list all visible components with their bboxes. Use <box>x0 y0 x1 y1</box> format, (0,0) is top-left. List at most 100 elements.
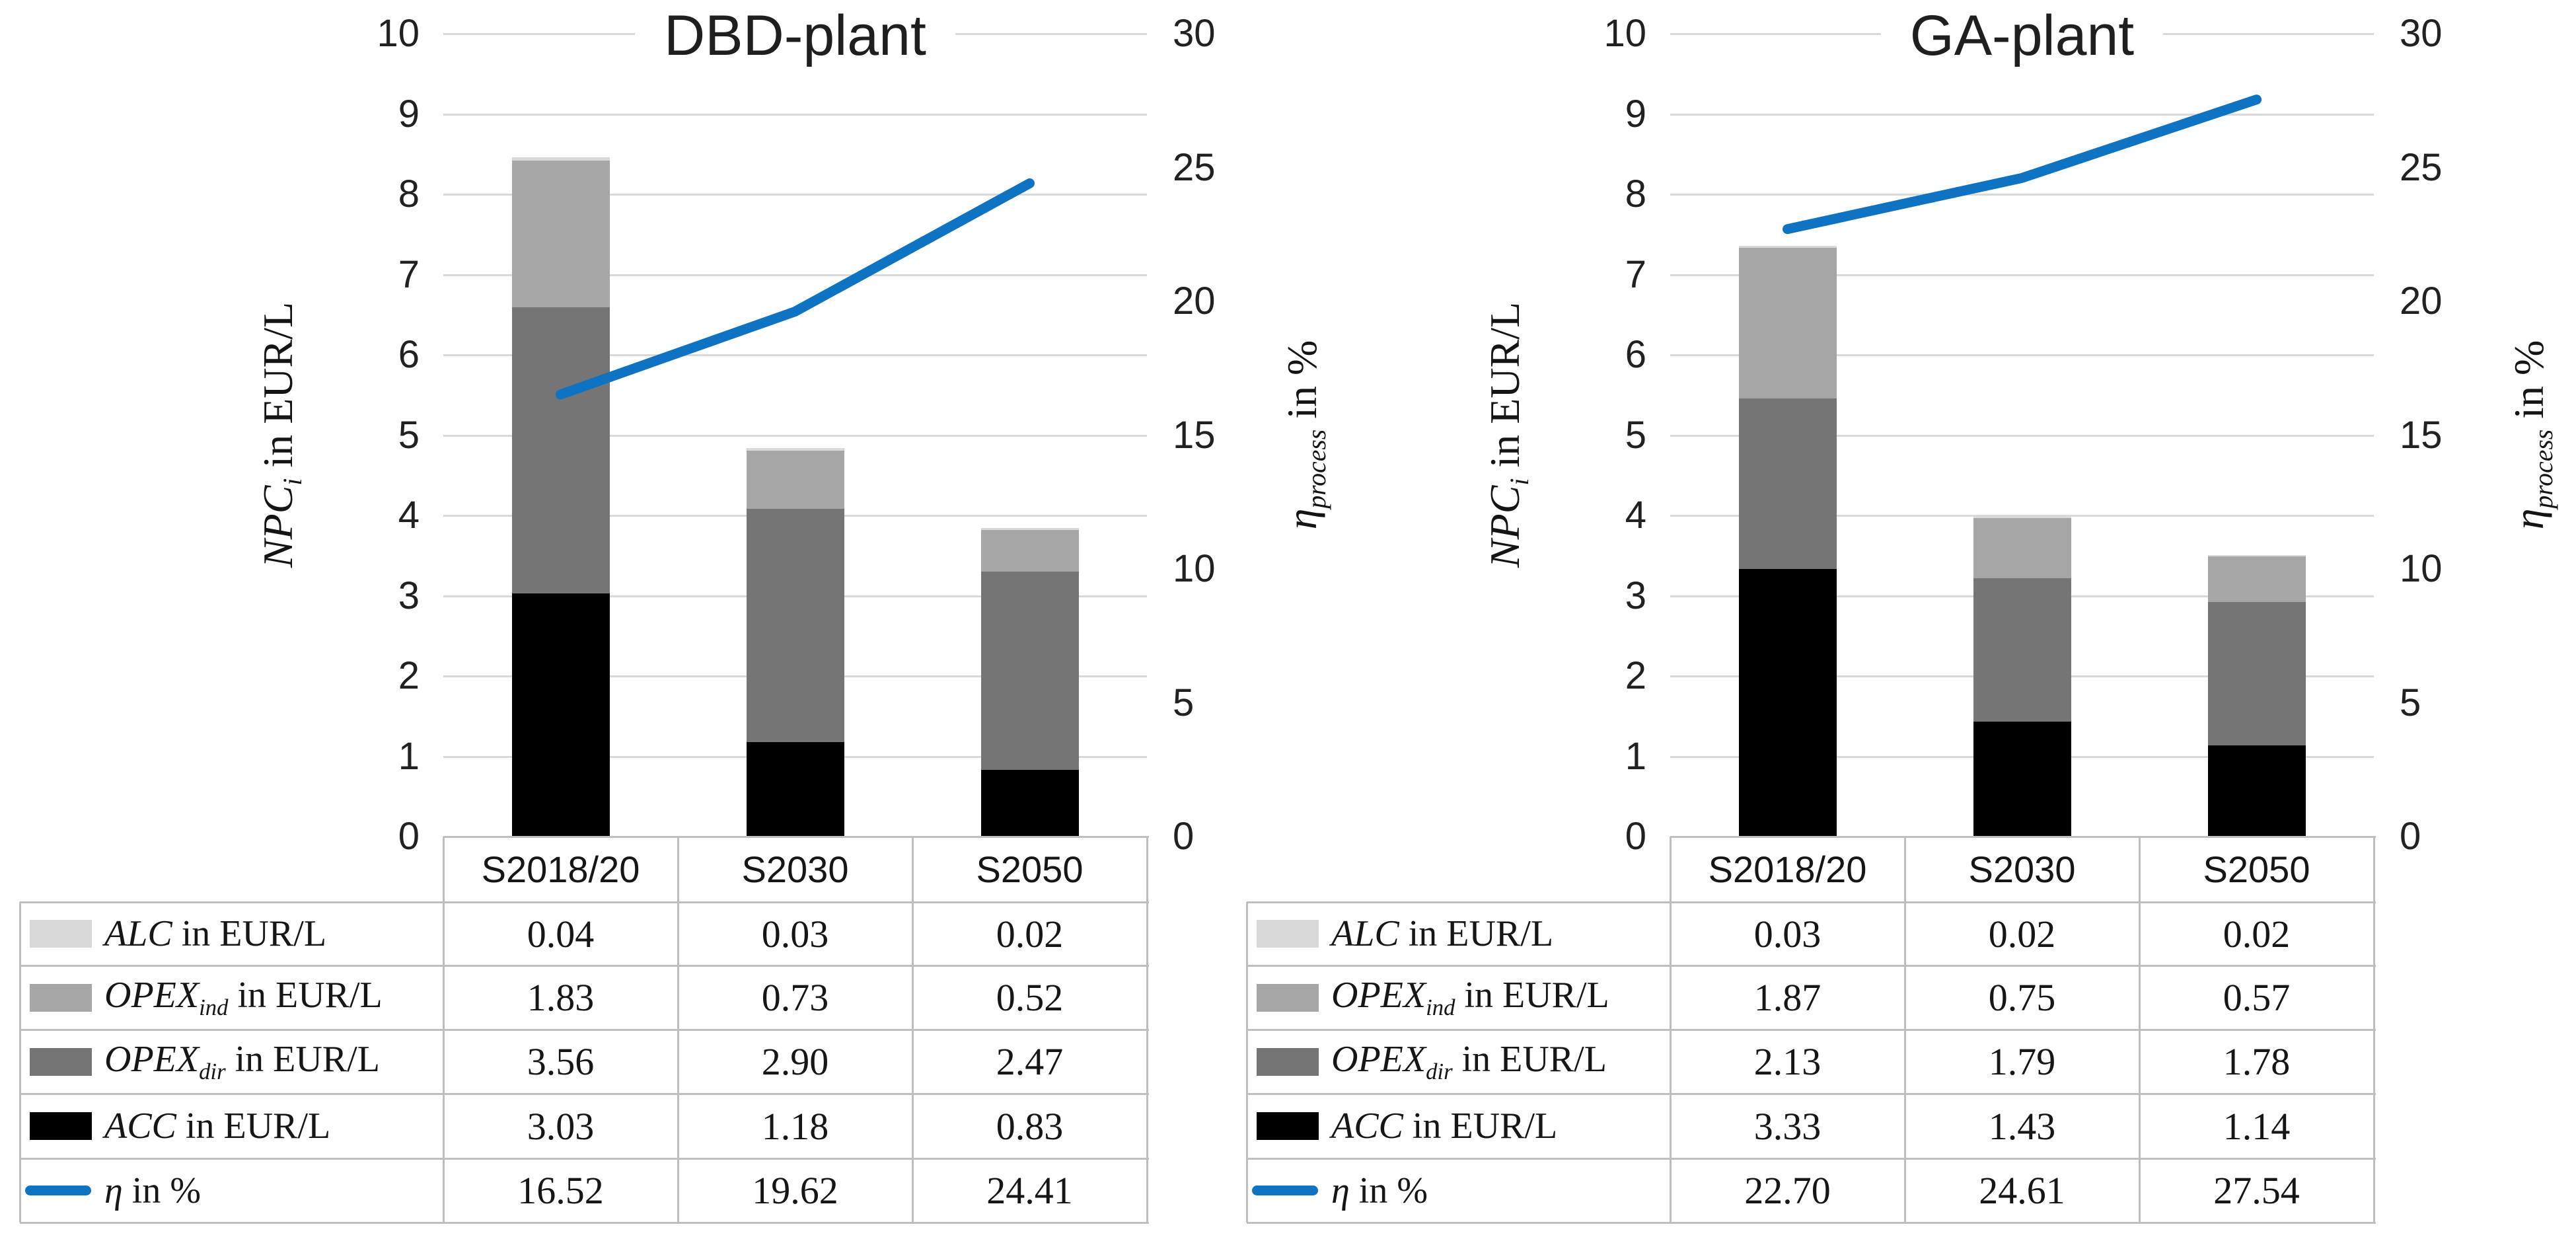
table-value-cell: 0.75 <box>1988 976 2056 1019</box>
bar-segment-OPEX_dir-S2018/20 <box>1738 398 1837 570</box>
bar-segment-ALC-S2018/20 <box>1738 245 1837 248</box>
legend-swatch-OPEX_dir <box>30 1047 92 1076</box>
bar-segment-ACC-S2050 <box>2207 745 2306 837</box>
legend-label: ALC in EUR/L <box>1331 913 1554 954</box>
table-value-cell: 1.79 <box>1988 1040 2056 1083</box>
table-border <box>1247 1029 2376 1031</box>
left-axis-tick-label: 6 <box>1625 333 1646 376</box>
right-axis-tick-label: 10 <box>1173 547 1216 590</box>
table-value-cell: 3.33 <box>1753 1104 1822 1148</box>
left-axis-tick-label: 5 <box>1625 413 1646 457</box>
eta-line-layer <box>556 178 1035 400</box>
bar-segment-ALC-S2030 <box>746 447 844 451</box>
table-value-cell: 16.52 <box>517 1169 604 1212</box>
bar-segment-ACC-S2030 <box>746 741 844 837</box>
legend-cell-OPEX_dir: OPEXdir in EUR/L <box>1247 1030 1670 1094</box>
table-border <box>443 836 1149 838</box>
bar-segment-ACC-S2030 <box>1973 722 2071 837</box>
table-value-cell: 27.54 <box>2213 1169 2300 1212</box>
legend-cell-ALC: ALC in EUR/L <box>20 902 443 965</box>
table-value-cell: 24.41 <box>986 1169 1073 1212</box>
left-axis-tick-label: 6 <box>398 333 420 376</box>
left-axis-tick-label: 7 <box>398 252 420 296</box>
table-value-cell: 2.13 <box>1753 1040 1822 1083</box>
chart-title: GA-plant <box>1670 0 2374 71</box>
bar-segment-OPEX_dir-S2030 <box>1973 578 2071 722</box>
gridline <box>1670 354 2374 356</box>
legend-swatch-eta-line <box>25 1186 91 1195</box>
category-header-cell: S2050 <box>976 849 1084 890</box>
table-value-cell: 1.14 <box>2223 1104 2291 1148</box>
table-value-cell: 3.03 <box>527 1104 595 1148</box>
legend-swatch-eta-line <box>1252 1186 1318 1195</box>
left-axis-tick-label: 4 <box>398 494 420 537</box>
left-axis-tick-label: 3 <box>398 574 420 617</box>
table-border <box>20 901 1149 903</box>
legend-cell-OPEX_ind: OPEXind in EUR/L <box>20 965 443 1030</box>
left-axis-tick-label: 8 <box>1625 172 1646 215</box>
legend-swatch-OPEX_dir <box>1257 1047 1319 1076</box>
left-axis-title: NPCi in EUR/L <box>1481 301 1534 568</box>
legend-label: η in % <box>104 1170 201 1211</box>
table-border <box>20 965 1149 967</box>
category-header-cell: S2030 <box>741 849 849 890</box>
chart-block-dbd-plant: DBD-plant NPCi in EUR/L ηprocess in % S2… <box>19 0 1369 1245</box>
table-value-cell: 1.18 <box>761 1104 829 1148</box>
category-header-cell: S2018/20 <box>1708 849 1867 890</box>
table-border <box>1247 1093 2376 1095</box>
table-value-cell: 0.03 <box>1753 912 1822 956</box>
right-axis-tick-label: 0 <box>2400 815 2421 858</box>
table-value-cell: 0.02 <box>996 912 1064 956</box>
legend-cell-ACC: ACC in EUR/L <box>20 1094 443 1158</box>
left-axis-tick-label: 1 <box>398 734 420 778</box>
legend-label: η in % <box>1331 1170 1428 1211</box>
plot-area <box>1670 33 2374 837</box>
table-value-cell: 0.03 <box>761 912 829 956</box>
table-border <box>1904 837 1906 1223</box>
table-border <box>1670 837 1672 1223</box>
eta-line <box>1783 94 2262 235</box>
chart-block-ga-plant: GA-plant NPCi in EUR/L ηprocess in % S20… <box>1246 0 2576 1245</box>
legend-swatch-OPEX_ind <box>1257 983 1319 1012</box>
right-axis-tick-label: 15 <box>1173 413 1216 457</box>
bar-segment-ALC-S2050 <box>980 528 1079 530</box>
bar-segment-OPEX_dir-S2050 <box>980 572 1079 771</box>
table-border <box>2139 837 2141 1223</box>
right-axis-tick-label: 30 <box>1173 12 1216 55</box>
chart-title-text: GA-plant <box>1880 0 2164 71</box>
table-value-cell: 3.56 <box>527 1040 595 1083</box>
plot-area <box>443 33 1147 837</box>
table-value-cell: 1.43 <box>1988 1104 2056 1148</box>
category-header-cell: S2018/20 <box>481 849 640 890</box>
gridline <box>1670 274 2374 276</box>
left-axis-tick-label: 0 <box>398 815 420 858</box>
table-value-cell: 0.04 <box>527 912 595 956</box>
bar-segment-ACC-S2018/20 <box>511 593 610 837</box>
right-axis-tick-label: 5 <box>2400 681 2421 724</box>
bar-segment-OPEX_ind-S2018/20 <box>1738 248 1837 398</box>
eta-line <box>556 178 1035 400</box>
gridline <box>443 194 1147 196</box>
left-axis-tick-label: 2 <box>398 654 420 697</box>
category-header-cell: S2050 <box>2203 849 2310 890</box>
table-border <box>912 837 914 1223</box>
right-axis-tick-label: 0 <box>1173 815 1195 858</box>
left-axis-title: NPCi in EUR/L <box>254 301 307 568</box>
bar-segment-ALC-S2018/20 <box>511 157 610 161</box>
left-axis-tick-label: 2 <box>1625 654 1646 697</box>
table-value-cell: 1.87 <box>1753 976 1822 1019</box>
bar-segment-OPEX_dir-S2050 <box>2207 602 2306 745</box>
legend-swatch-ALC <box>1257 920 1319 948</box>
table-value-cell: 0.52 <box>996 976 1064 1019</box>
table-value-cell: 0.02 <box>2223 912 2291 956</box>
table-value-cell: 1.83 <box>527 976 595 1019</box>
legend-swatch-ACC <box>1257 1112 1319 1140</box>
legend-cell-ALC: ALC in EUR/L <box>1247 902 1670 965</box>
table-border <box>1247 1158 2376 1160</box>
eta-line-layer <box>1783 94 2262 235</box>
table-value-cell: 0.73 <box>761 976 829 1019</box>
left-axis-tick-label: 7 <box>1625 252 1646 296</box>
gridline <box>443 274 1147 276</box>
legend-label: OPEXdir in EUR/L <box>104 1038 380 1085</box>
left-axis-tick-label: 5 <box>398 413 420 457</box>
